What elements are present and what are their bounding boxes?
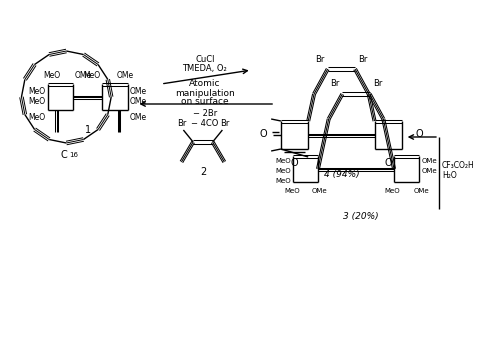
Text: 3 (20%): 3 (20%) bbox=[343, 212, 379, 220]
Text: MeO: MeO bbox=[285, 188, 300, 194]
Text: Br: Br bbox=[315, 55, 324, 63]
Text: OMe: OMe bbox=[130, 98, 147, 107]
Text: MeO: MeO bbox=[384, 188, 400, 194]
Text: O: O bbox=[260, 129, 267, 139]
Text: MeO: MeO bbox=[275, 158, 291, 164]
Text: O: O bbox=[291, 158, 299, 168]
Text: CuCl: CuCl bbox=[195, 55, 215, 63]
Text: Br: Br bbox=[177, 119, 186, 128]
Text: CF₃CO₂H: CF₃CO₂H bbox=[442, 161, 475, 170]
Text: MeO: MeO bbox=[29, 113, 46, 122]
Text: on surface: on surface bbox=[181, 98, 228, 107]
Text: manipulation: manipulation bbox=[175, 88, 235, 98]
Text: OMe: OMe bbox=[421, 168, 437, 174]
Text: − 2Br: − 2Br bbox=[192, 109, 217, 119]
Text: O: O bbox=[384, 158, 392, 168]
Text: Br: Br bbox=[220, 119, 229, 128]
Text: OMe: OMe bbox=[421, 158, 437, 164]
Text: TMEDA, O₂: TMEDA, O₂ bbox=[182, 64, 227, 74]
Text: 4 (94%): 4 (94%) bbox=[324, 170, 359, 180]
Text: MeO: MeO bbox=[84, 71, 100, 81]
Text: Br: Br bbox=[358, 55, 368, 63]
Text: MeO: MeO bbox=[43, 71, 60, 81]
Text: MeO: MeO bbox=[275, 178, 291, 184]
Text: 2: 2 bbox=[200, 167, 206, 177]
Text: MeO: MeO bbox=[29, 98, 46, 107]
Text: OMe: OMe bbox=[130, 88, 147, 96]
Text: Br: Br bbox=[330, 80, 339, 88]
Text: OMe: OMe bbox=[414, 188, 429, 194]
Text: OMe: OMe bbox=[117, 71, 134, 81]
Text: Br: Br bbox=[373, 80, 382, 88]
Text: H₂O: H₂O bbox=[442, 170, 456, 180]
Text: Atomic: Atomic bbox=[189, 80, 221, 88]
Text: 1: 1 bbox=[85, 125, 91, 135]
Text: C: C bbox=[60, 150, 67, 160]
Text: 16: 16 bbox=[69, 152, 78, 158]
Text: − 4CO: − 4CO bbox=[191, 119, 218, 128]
Text: MeO: MeO bbox=[275, 168, 291, 174]
Text: MeO: MeO bbox=[29, 88, 46, 96]
Text: OMe: OMe bbox=[130, 113, 147, 122]
Text: O: O bbox=[416, 129, 423, 139]
Text: OMe: OMe bbox=[312, 188, 328, 194]
Text: OMe: OMe bbox=[75, 71, 92, 81]
